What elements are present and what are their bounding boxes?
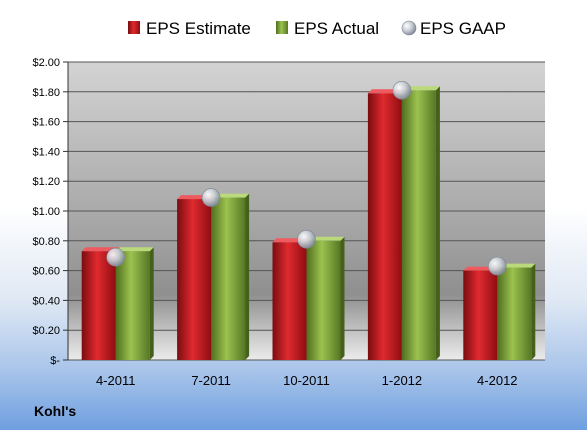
x-tick-label: 4-2011	[96, 373, 136, 388]
y-tick-label: $0.80	[32, 236, 60, 248]
legend-swatch-gaap	[401, 20, 417, 36]
actual-bar-7-2011	[211, 197, 246, 360]
y-axis-ticks: $2.00 $1.80 $1.60 $1.40 $1.20 $1.00 $0.80 $0.60…	[32, 57, 69, 367]
legend-label: EPS Estimate	[146, 19, 251, 38]
legend-swatch-estimate	[128, 21, 140, 34]
estimate-bar-7-2011	[177, 199, 212, 360]
legend-label: EPS GAAP	[420, 19, 506, 38]
x-tick-label: 10-2011	[283, 373, 330, 388]
actual-bar-7-2011-side	[245, 193, 250, 360]
actual-bar-4-2011-top	[115, 247, 154, 252]
actual-bar-4-2011	[115, 251, 150, 360]
y-tick-label: $1.60	[32, 117, 60, 129]
legend-swatch-actual	[276, 21, 288, 34]
company-label: Kohl's	[34, 403, 76, 419]
bars	[81, 86, 536, 360]
gaap-marker-7-2011	[201, 188, 221, 207]
actual-bar-10-2011-side	[340, 236, 345, 360]
y-tick-label: $2.00	[32, 57, 60, 69]
legend: EPS Estimate EPS Actual EPS GAAP	[128, 19, 506, 38]
y-tick-label: $1.80	[32, 87, 60, 99]
x-tick-label: 4-2012	[477, 373, 517, 388]
x-tick-label: 7-2011	[191, 373, 231, 388]
y-tick-label: $1.20	[32, 176, 60, 188]
actual-bar-7-2011-top	[211, 193, 250, 198]
actual-bar-1-2012-side	[435, 86, 440, 360]
estimate-bar-4-2011	[81, 251, 116, 360]
actual-bar-4-2012-top	[497, 263, 536, 268]
gaap-marker-10-2011	[297, 230, 316, 249]
y-tick-label: $1.40	[32, 146, 60, 158]
actual-bar-1-2012	[401, 90, 436, 360]
y-tick-label: $0.40	[32, 295, 60, 307]
y-tick-label: $0.20	[32, 325, 60, 337]
legend-label: EPS Actual	[294, 19, 379, 38]
y-tick-label: $-	[50, 355, 60, 367]
actual-bar-4-2012-side	[531, 263, 536, 360]
estimate-bar-1-2012	[367, 93, 402, 360]
y-tick-label: $1.00	[32, 206, 60, 218]
gaap-marker-1-2012	[392, 81, 412, 100]
y-tick-label: $0.60	[32, 266, 60, 278]
estimate-bar-10-2011	[272, 242, 307, 360]
estimate-bar-4-2012	[463, 270, 498, 360]
actual-bar-1-2012-top	[401, 86, 440, 91]
gaap-markers	[106, 81, 507, 276]
gaap-marker-4-2011	[106, 247, 125, 267]
actual-bar-10-2011-top	[306, 236, 345, 241]
x-tick-label: 1-2012	[382, 373, 422, 388]
actual-bar-4-2011-side	[149, 247, 154, 360]
gaap-marker-4-2012	[487, 256, 507, 276]
actual-bar-10-2011	[306, 240, 341, 360]
x-axis-ticks: 4-2011 7-2011 10-2011 1-2012 4-2012	[96, 373, 518, 388]
actual-bar-4-2012	[497, 267, 532, 360]
